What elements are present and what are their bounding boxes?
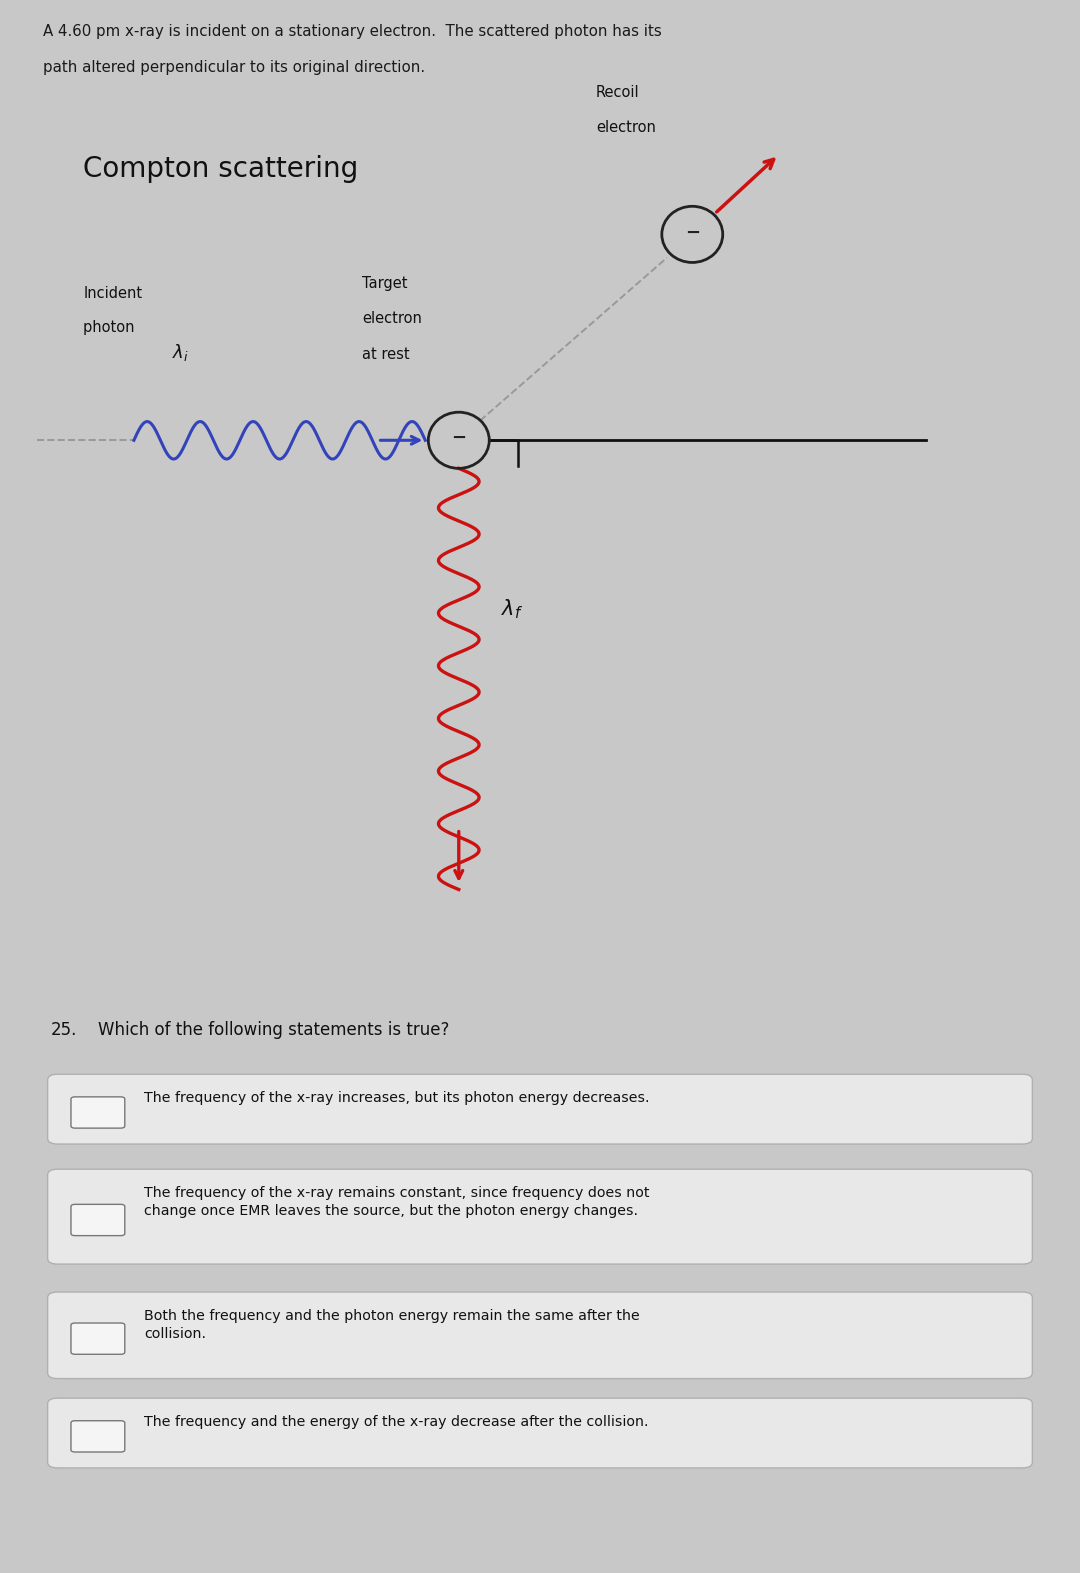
FancyBboxPatch shape: [48, 1291, 1032, 1378]
Text: Target: Target: [362, 277, 408, 291]
Text: The frequency of the x-ray increases, but its photon energy decreases.: The frequency of the x-ray increases, bu…: [144, 1092, 649, 1104]
FancyBboxPatch shape: [48, 1074, 1032, 1144]
Text: 25.: 25.: [51, 1021, 77, 1040]
Text: Compton scattering: Compton scattering: [83, 154, 359, 182]
Text: Which of the following statements is true?: Which of the following statements is tru…: [98, 1021, 449, 1040]
FancyBboxPatch shape: [71, 1323, 125, 1354]
Text: electron: electron: [596, 120, 656, 135]
Text: Both the frequency and the photon energy remain the same after the
collision.: Both the frequency and the photon energy…: [144, 1309, 639, 1342]
Text: The frequency of the x-ray remains constant, since frequency does not
change onc: The frequency of the x-ray remains const…: [144, 1186, 649, 1219]
Text: $\lambda_f$: $\lambda_f$: [501, 596, 524, 621]
Text: The frequency and the energy of the x-ray decrease after the collision.: The frequency and the energy of the x-ra…: [144, 1414, 649, 1428]
Text: photon: photon: [83, 321, 139, 335]
Text: Recoil: Recoil: [596, 85, 639, 99]
FancyBboxPatch shape: [71, 1420, 125, 1452]
Text: −: −: [685, 223, 700, 242]
Text: Incident: Incident: [83, 286, 143, 300]
Text: at rest: at rest: [362, 346, 410, 362]
Text: path altered perpendicular to its original direction.: path altered perpendicular to its origin…: [43, 60, 426, 76]
Text: electron: electron: [362, 311, 422, 326]
FancyBboxPatch shape: [71, 1205, 125, 1236]
FancyBboxPatch shape: [48, 1169, 1032, 1265]
Text: $\lambda_i$: $\lambda_i$: [173, 341, 189, 363]
FancyBboxPatch shape: [48, 1398, 1032, 1468]
FancyBboxPatch shape: [71, 1096, 125, 1128]
Text: −: −: [451, 429, 467, 447]
Text: A 4.60 pm x-ray is incident on a stationary electron.  The scattered photon has : A 4.60 pm x-ray is incident on a station…: [43, 24, 662, 39]
